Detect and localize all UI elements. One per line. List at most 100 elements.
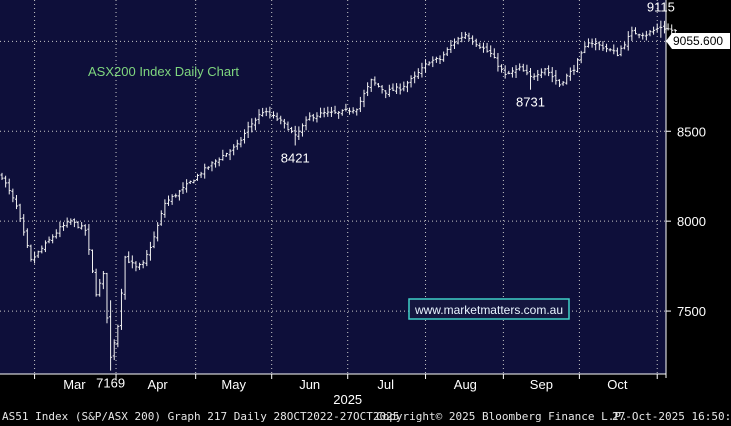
ohlc-bar — [583, 42, 587, 54]
ohlc-bar — [424, 59, 428, 73]
ohlc-bar — [666, 23, 670, 31]
footer-timestamp: 27-Oct-2025 16:50:08 — [612, 410, 731, 423]
watermark-box[interactable]: www.marketmatters.com.au — [408, 298, 570, 320]
ohlc-bar — [366, 82, 370, 97]
ohlc-bar — [109, 300, 113, 371]
ohlc-bar — [456, 36, 460, 45]
price-bars — [0, 20, 677, 371]
ohlc-bar — [25, 228, 29, 249]
ohlc-bar — [0, 172, 4, 180]
ohlc-bar — [594, 38, 598, 51]
x-axis-ticks: Mar Apr May Jun Jul Aug Sep Oct 2025 — [0, 0, 667, 407]
ohlc-bar — [673, 29, 677, 33]
ohlc-bar — [608, 48, 612, 52]
x-month-label: Aug — [454, 377, 477, 392]
ohlc-bar — [14, 195, 18, 210]
ohlc-bar — [304, 116, 308, 131]
ohlc-bar — [355, 108, 359, 116]
ohlc-bar — [91, 249, 94, 274]
ohlc-bar — [503, 65, 507, 79]
ohlc-bar — [568, 67, 572, 81]
x-month-label: Mar — [63, 377, 86, 392]
ohlc-bar — [398, 83, 402, 95]
ohlc-bar — [576, 58, 580, 73]
ohlc-bar — [261, 107, 265, 117]
ohlc-bar — [7, 178, 11, 195]
ohlc-bar — [127, 251, 131, 264]
ohlc-bar — [463, 31, 467, 40]
ohlc-bar — [409, 75, 413, 88]
ohlc-bar — [337, 111, 341, 119]
ohlc-bar — [510, 67, 514, 78]
ohlc-bar — [322, 107, 326, 118]
ohlc-bar — [98, 278, 102, 297]
x-month-label: Sep — [530, 377, 553, 392]
x-month-label: Apr — [148, 377, 169, 392]
ohlc-bar — [326, 106, 330, 117]
ohlc-bar — [376, 83, 380, 88]
ohlc-bar — [416, 68, 420, 80]
ohlc-bar — [141, 260, 145, 269]
ohlc-bar — [471, 35, 475, 45]
ohlc-bar — [315, 112, 319, 123]
ohlc-bar — [648, 30, 652, 37]
y-tick-label: 8000 — [677, 214, 706, 229]
ohlc-bar — [279, 115, 283, 125]
ohlc-bar — [203, 163, 207, 179]
ohlc-bar — [22, 214, 26, 236]
ohlc-bar — [391, 83, 395, 92]
ohlc-bar — [641, 32, 645, 40]
ohlc-bar — [369, 78, 373, 92]
ohlc-bar — [264, 107, 268, 117]
watermark-text[interactable]: www.marketmatters.com.au — [414, 303, 563, 317]
ohlc-bar — [18, 203, 22, 222]
ohlc-bar — [438, 55, 442, 64]
ohlc-bar — [76, 221, 80, 229]
ohlc-bar — [29, 244, 33, 262]
ohlc-bar — [333, 105, 337, 115]
ohlc-bar — [214, 159, 218, 168]
ohlc-bar — [11, 188, 15, 203]
ohlc-bar — [192, 179, 196, 184]
ohlc-bar — [246, 121, 250, 138]
ohlc-bar — [586, 38, 590, 48]
ohlc-bar — [572, 64, 576, 75]
ohlc-bar — [87, 224, 91, 255]
ohlc-bar — [543, 67, 547, 76]
ohlc-bar — [293, 125, 297, 146]
ohlc-bar — [670, 24, 674, 35]
ohlc-bar — [637, 33, 641, 39]
ohlc-bar — [94, 268, 98, 297]
x-month-label: Oct — [607, 377, 628, 392]
ohlc-bar — [170, 194, 174, 205]
ohlc-bar — [525, 64, 529, 76]
ohlc-bar — [163, 199, 167, 218]
ohlc-bar — [185, 179, 189, 193]
ohlc-bar — [431, 56, 435, 68]
ohlc-bar — [460, 32, 464, 43]
ohlc-bar — [232, 144, 236, 156]
ohlc-bar — [257, 109, 261, 125]
ohlc-bar — [112, 339, 116, 361]
x-year-label: 2025 — [333, 392, 362, 407]
ohlc-bar — [243, 129, 247, 144]
ohlc-bar — [481, 42, 485, 53]
ohlc-bar — [156, 222, 160, 242]
last-price-label: 9055.600 — [673, 34, 723, 48]
ohlc-bar — [626, 31, 630, 51]
ohlc-bar — [286, 121, 290, 131]
ohlc-bar — [630, 26, 634, 41]
last-price-marker: 9055.600 — [666, 33, 730, 49]
ohlc-bar — [206, 166, 210, 170]
y-tick-label: 8500 — [677, 124, 706, 139]
ohlc-bar — [445, 47, 449, 56]
footer-copyright: Copyright© 2025 Bloomberg Finance L.P. — [376, 410, 628, 423]
x-month-label: Jun — [299, 377, 320, 392]
annotation-label: 7169 — [96, 376, 125, 391]
ohlc-bar — [619, 45, 623, 57]
ohlc-bar — [308, 112, 312, 121]
ohlc-bar — [145, 250, 149, 267]
ohlc-bar — [402, 81, 406, 92]
ohlc-bar — [478, 42, 482, 50]
ohlc-bar — [612, 44, 616, 55]
